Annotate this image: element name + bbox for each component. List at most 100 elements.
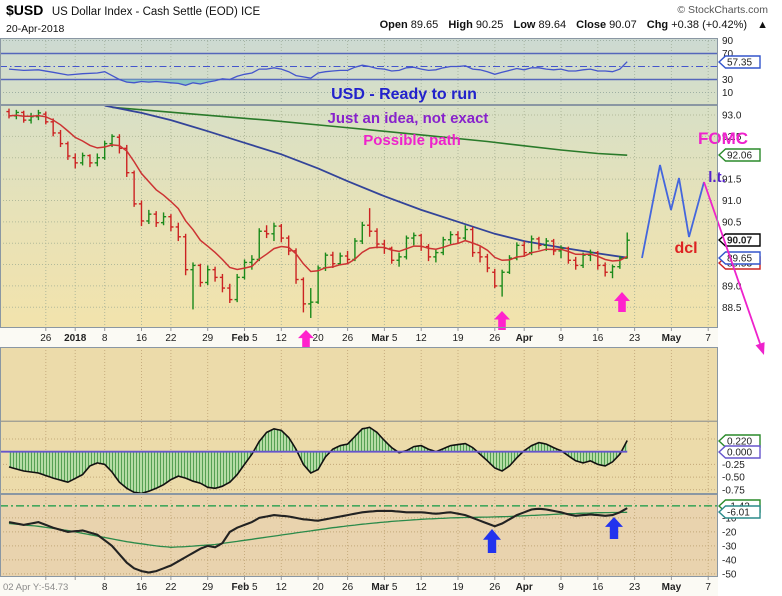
svg-text:23: 23 [629, 333, 641, 344]
svg-text:30: 30 [722, 75, 734, 86]
blue-up-arrow-icon [483, 529, 501, 553]
open-value: 89.65 [410, 19, 439, 31]
x-axis-labels: 26 2018 8 16 22 29 Feb 5 12 20 26 Mar 5 12 19 26 Apr 9 1… [40, 333, 711, 593]
chg-up-arrow-icon: ▲ [757, 19, 768, 31]
svg-text:91.0: 91.0 [722, 196, 742, 207]
symbol-description: US Dollar Index - Cash Settle (EOD) ICE [51, 6, 261, 18]
chart-date: 20-Apr-2018 [6, 23, 65, 35]
svg-text:12: 12 [416, 582, 428, 593]
histogram-panel [0, 420, 718, 495]
annotation-text: USD - Ready to run [331, 86, 477, 103]
open-label: Open [379, 19, 408, 31]
svg-text:Mar 5: Mar 5 [371, 582, 398, 593]
svg-text:8: 8 [102, 333, 108, 344]
svg-text:Feb 5: Feb 5 [231, 333, 258, 344]
panel-frames [0, 38, 718, 577]
svg-text:0.000: 0.000 [727, 448, 752, 459]
svg-text:10: 10 [722, 88, 734, 99]
high-value: 90.25 [475, 19, 504, 31]
svg-text:26: 26 [489, 333, 501, 344]
annotation-text: Just an idea, not exact [328, 110, 489, 127]
svg-text:20: 20 [313, 333, 325, 344]
svg-text:-10: -10 [722, 513, 737, 524]
svg-text:7: 7 [705, 333, 711, 344]
decline-arrowhead-icon [755, 342, 765, 355]
annotation-text: FOMC [698, 129, 748, 148]
right-axis: 90 70 30 10 93.0 92.5 91.5 91.0 90.5 89.0 88.5 -0.2… [717, 36, 761, 580]
svg-text:22: 22 [165, 333, 177, 344]
svg-text:26: 26 [40, 333, 52, 344]
magenta-up-arrow-icon [298, 330, 314, 348]
symbol-label: $USD [6, 2, 44, 18]
svg-text:12: 12 [276, 333, 288, 344]
svg-text:88.5: 88.5 [722, 303, 742, 314]
svg-text:16: 16 [592, 333, 604, 344]
ohlc-bars [6, 108, 630, 318]
svg-text:-0.75: -0.75 [722, 485, 745, 496]
magenta-up-arrow-icon [614, 292, 630, 312]
chart-header: $USD US Dollar Index - Cash Settle (EOD)… [0, 0, 782, 37]
svg-text:22: 22 [165, 582, 177, 593]
svg-text:-30: -30 [722, 541, 737, 552]
svg-text:9: 9 [558, 333, 564, 344]
ma-slow-line [104, 104, 628, 259]
svg-text:12: 12 [416, 333, 428, 344]
svg-text:Apr: Apr [516, 582, 533, 593]
svg-text:29: 29 [202, 333, 214, 344]
title-row: $USD US Dollar Index - Cash Settle (EOD)… [6, 2, 776, 18]
quote-values: Open 89.65 High 90.25 Low 89.64 Close 90… [380, 19, 768, 31]
svg-text:92.06: 92.06 [727, 151, 752, 162]
svg-text:2018: 2018 [64, 333, 87, 344]
price-panel [0, 104, 718, 318]
close-label: Close [576, 19, 607, 31]
magenta-up-arrow-icon [494, 311, 510, 330]
annotations: USD - Ready to run Just an idea, not exac… [298, 86, 765, 553]
svg-text:7: 7 [705, 582, 711, 593]
svg-text:89.0: 89.0 [722, 281, 742, 292]
blue-up-arrow-icon [605, 517, 623, 539]
svg-text:26: 26 [489, 582, 501, 593]
svg-text:26: 26 [342, 582, 354, 593]
ma-200-line [111, 106, 628, 156]
svg-text:90.5: 90.5 [722, 217, 742, 228]
low-value: 89.64 [538, 19, 567, 31]
svg-text:Feb 5: Feb 5 [231, 582, 258, 593]
svg-text:23: 23 [629, 582, 641, 593]
svg-text:Mar 5: Mar 5 [371, 333, 398, 344]
chg-label: Chg [646, 19, 669, 31]
svg-text:91.5: 91.5 [722, 175, 742, 186]
annotation-text: dcl [674, 240, 697, 257]
svg-text:26: 26 [342, 333, 354, 344]
svg-text:93.0: 93.0 [722, 111, 742, 122]
svg-text:-0.50: -0.50 [722, 473, 745, 484]
svg-text:-20: -20 [722, 527, 737, 538]
svg-text:0.220: 0.220 [727, 437, 752, 448]
svg-text:16: 16 [136, 333, 148, 344]
svg-text:-6.01: -6.01 [727, 508, 750, 519]
svg-text:19: 19 [452, 333, 464, 344]
low-label: Low [513, 19, 536, 31]
svg-text:-40: -40 [722, 555, 737, 566]
svg-text:Apr: Apr [516, 333, 533, 344]
close-value: 90.07 [609, 19, 637, 31]
svg-text:70: 70 [722, 49, 734, 60]
svg-text:90.07: 90.07 [727, 236, 752, 247]
svg-text:16: 16 [136, 582, 148, 593]
svg-text:92.5: 92.5 [722, 132, 742, 143]
momentum-signal-line [8, 511, 628, 548]
svg-text:May: May [662, 582, 682, 593]
svg-text:12: 12 [276, 582, 288, 593]
svg-text:-0.25: -0.25 [722, 460, 745, 471]
ma-fast-line [8, 114, 628, 273]
svg-text:90: 90 [722, 36, 734, 47]
high-label: High [448, 19, 473, 31]
stockcharts-credit: © StockCharts.com [677, 4, 768, 16]
corner-readout: 02 Apr Y:-54.73 [3, 582, 68, 593]
svg-text:19: 19 [452, 582, 464, 593]
chg-value: +0.38 (+0.42%) [671, 19, 748, 31]
svg-text:16: 16 [592, 582, 604, 593]
svg-text:-50: -50 [722, 569, 737, 580]
possible-path-zigzag [641, 164, 705, 259]
